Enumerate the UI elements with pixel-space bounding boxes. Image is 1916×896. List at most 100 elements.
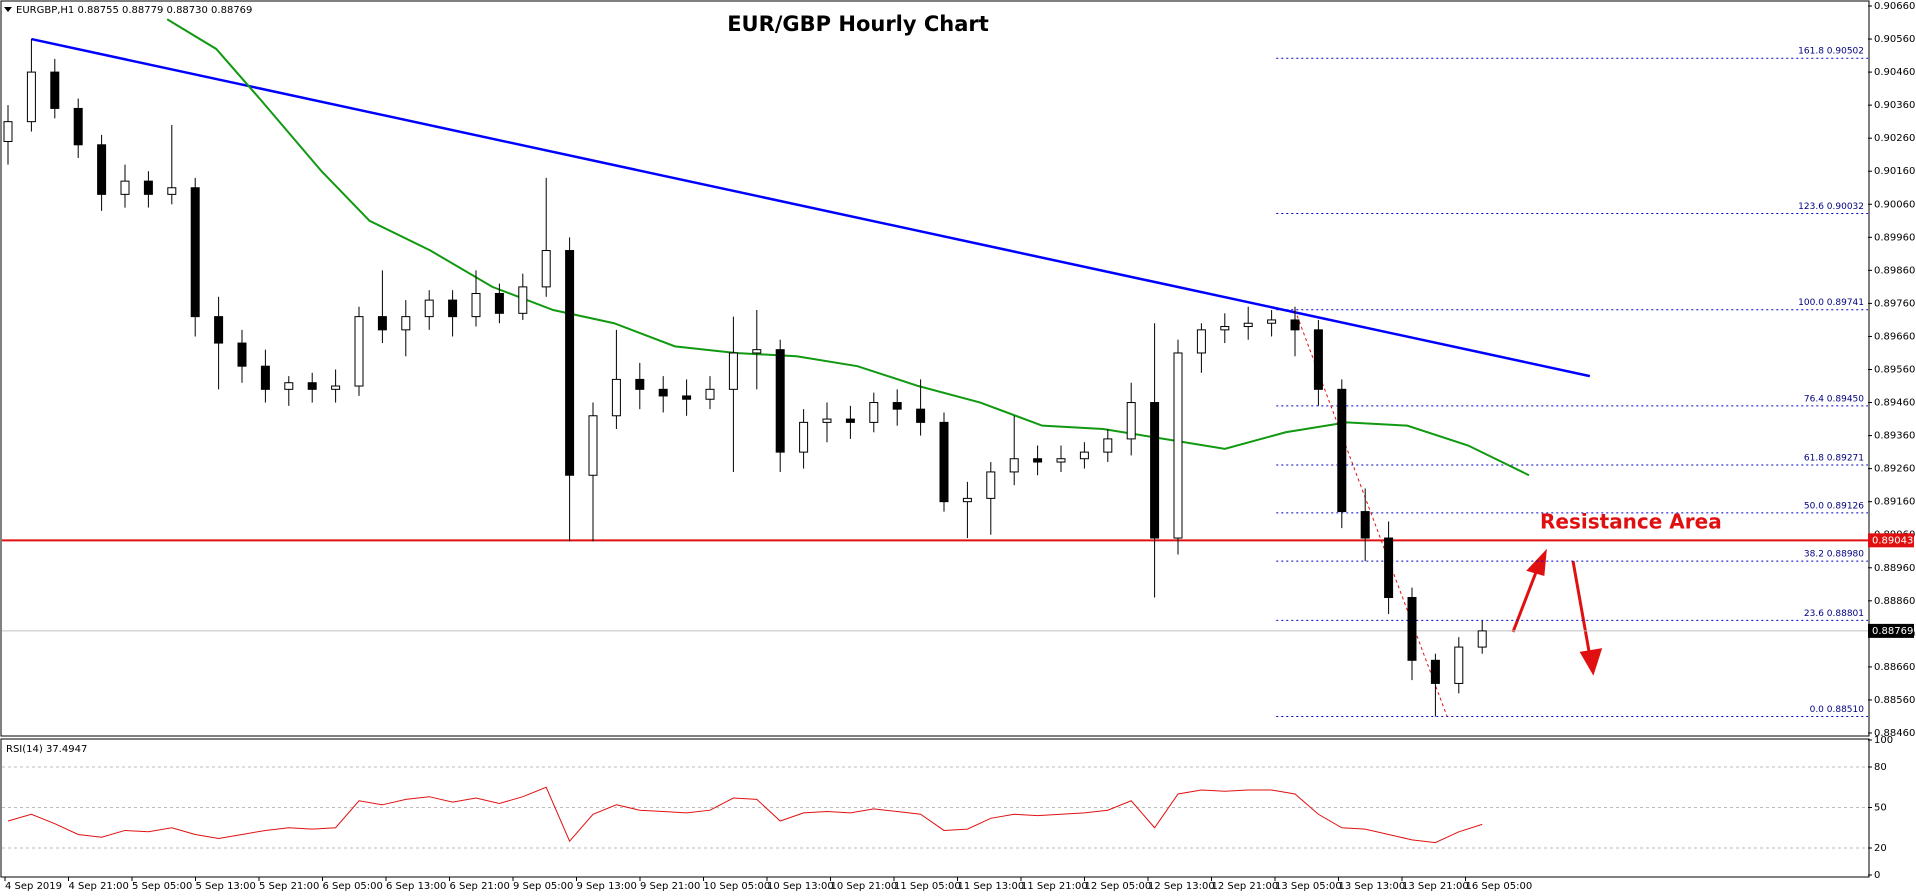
rsi-tick-label: 0 bbox=[1874, 870, 1880, 881]
candle-body bbox=[916, 408, 926, 423]
candle-body bbox=[1173, 352, 1183, 539]
y-tick-label: 0.90160 bbox=[1874, 166, 1915, 177]
candle-body bbox=[448, 299, 458, 318]
candle-body bbox=[1126, 402, 1136, 440]
candle-body bbox=[799, 421, 809, 453]
x-tick-label: 5 Sep 05:00 bbox=[132, 881, 192, 892]
candle-body bbox=[260, 365, 270, 390]
arrow-up bbox=[1511, 566, 1540, 633]
candle-body bbox=[143, 180, 153, 195]
y-tick-label: 0.88660 bbox=[1874, 662, 1915, 673]
candle-body bbox=[962, 497, 972, 503]
fib-label: 0.0 0.88510 bbox=[1810, 705, 1865, 715]
candle-body bbox=[1477, 630, 1487, 648]
price-panel bbox=[0, 0, 1870, 737]
fib-label: 38.2 0.88980 bbox=[1804, 550, 1864, 560]
candle-body bbox=[775, 349, 785, 453]
y-tick-label: 0.88560 bbox=[1874, 695, 1915, 706]
candle-body bbox=[1079, 451, 1089, 460]
x-tick-label: 11 Sep 21:00 bbox=[1021, 881, 1088, 892]
fib-label: 23.6 0.88801 bbox=[1804, 609, 1864, 619]
x-tick-label: 6 Sep 21:00 bbox=[450, 881, 510, 892]
candle-body bbox=[1220, 326, 1230, 331]
fib-label: 123.6 0.90032 bbox=[1798, 202, 1864, 212]
x-tick-label: 12 Sep 13:00 bbox=[1148, 881, 1215, 892]
candle-body bbox=[1243, 322, 1253, 328]
candle-body bbox=[588, 415, 598, 476]
candle-body bbox=[401, 316, 411, 331]
candle-body bbox=[869, 402, 879, 423]
candle-body bbox=[1150, 402, 1160, 539]
candle-body bbox=[1337, 388, 1347, 513]
rsi-line bbox=[7, 786, 1483, 844]
candle-body bbox=[682, 395, 692, 400]
chart-title: EUR/GBP Hourly Chart bbox=[727, 12, 989, 36]
candle-body bbox=[939, 421, 949, 503]
candle-body bbox=[611, 378, 621, 417]
y-tick-label: 0.90060 bbox=[1874, 199, 1915, 210]
rsi-tick-label: 100 bbox=[1874, 735, 1893, 746]
candle-body bbox=[658, 388, 668, 397]
y-tick-label: 0.89460 bbox=[1874, 398, 1915, 409]
candle-body bbox=[518, 286, 528, 314]
y-tick-label: 0.90460 bbox=[1874, 67, 1915, 78]
candle-body bbox=[354, 316, 364, 387]
candle-body bbox=[471, 292, 481, 318]
resistance-box bbox=[1868, 533, 1914, 548]
candle-body bbox=[284, 382, 294, 390]
candle-body bbox=[822, 418, 832, 423]
candle-body bbox=[377, 316, 387, 331]
candle-body bbox=[1033, 458, 1043, 463]
candle-body bbox=[190, 187, 200, 318]
candle-body bbox=[3, 121, 13, 142]
fib-label: 161.8 0.90502 bbox=[1798, 47, 1864, 57]
menu-triangle bbox=[4, 7, 12, 12]
candle-body bbox=[986, 471, 996, 499]
candle-body bbox=[50, 71, 60, 109]
candle-body bbox=[1384, 537, 1394, 599]
current-price-label: 0.88769 bbox=[1872, 626, 1913, 637]
x-tick-label: 13 Sep 05:00 bbox=[1275, 881, 1342, 892]
x-tick-label: 16 Sep 05:00 bbox=[1466, 881, 1533, 892]
y-tick-label: 0.89860 bbox=[1874, 265, 1915, 276]
arrow-down-head bbox=[1579, 648, 1603, 676]
fib-label: 50.0 0.89126 bbox=[1804, 501, 1864, 511]
x-tick-label: 11 Sep 05:00 bbox=[894, 881, 961, 892]
y-tick-label: 0.88860 bbox=[1874, 596, 1915, 607]
x-tick-label: 4 Sep 2019 bbox=[5, 881, 62, 892]
candle-body bbox=[1056, 458, 1066, 463]
rsi-label: RSI(14) 37.4947 bbox=[6, 744, 87, 755]
candle-body bbox=[635, 378, 645, 390]
y-tick-label: 0.89960 bbox=[1874, 232, 1915, 243]
x-tick-label: 4 Sep 21:00 bbox=[69, 881, 129, 892]
y-tick-label: 0.89160 bbox=[1874, 497, 1915, 508]
annotation: Resistance Area bbox=[1540, 510, 1722, 534]
candle-body bbox=[705, 388, 715, 400]
moving-average bbox=[166, 18, 1530, 477]
x-tick-label: 9 Sep 13:00 bbox=[577, 881, 637, 892]
candle-body bbox=[1009, 458, 1019, 473]
x-tick-label: 5 Sep 13:00 bbox=[196, 881, 256, 892]
arrows bbox=[1511, 548, 1603, 676]
candle-body bbox=[26, 71, 36, 123]
candle-body bbox=[237, 342, 247, 367]
rsi-tick-label: 80 bbox=[1874, 762, 1887, 773]
y-tick-label: 0.90360 bbox=[1874, 100, 1915, 111]
x-tick-label: 12 Sep 21:00 bbox=[1212, 881, 1279, 892]
x-tick-label: 12 Sep 05:00 bbox=[1085, 881, 1152, 892]
fib-label: 76.4 0.89450 bbox=[1804, 394, 1864, 404]
candle-body bbox=[565, 250, 575, 476]
candle-body bbox=[1430, 659, 1440, 684]
y-tick-label: 0.89260 bbox=[1874, 464, 1915, 475]
candle-body bbox=[752, 349, 762, 354]
y-tick-label: 0.89660 bbox=[1874, 331, 1915, 342]
candle-body bbox=[1103, 438, 1113, 453]
y-tick-label: 0.89760 bbox=[1874, 298, 1915, 309]
candle-body bbox=[331, 385, 341, 390]
candle-body bbox=[892, 402, 902, 410]
candle-body bbox=[424, 299, 434, 318]
fib-label: 100.0 0.89741 bbox=[1798, 298, 1864, 308]
x-tick-label: 10 Sep 13:00 bbox=[767, 881, 834, 892]
x-tick-label: 9 Sep 05:00 bbox=[513, 881, 573, 892]
